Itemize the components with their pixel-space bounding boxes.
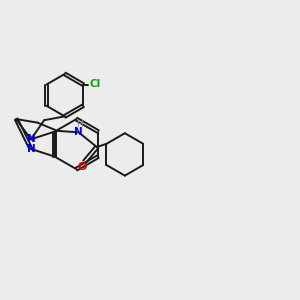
Text: H: H: [76, 120, 83, 129]
Text: N: N: [27, 145, 36, 154]
Text: Cl: Cl: [90, 79, 101, 89]
Text: O: O: [77, 162, 87, 172]
Text: N: N: [27, 134, 36, 144]
Text: N: N: [74, 127, 83, 137]
